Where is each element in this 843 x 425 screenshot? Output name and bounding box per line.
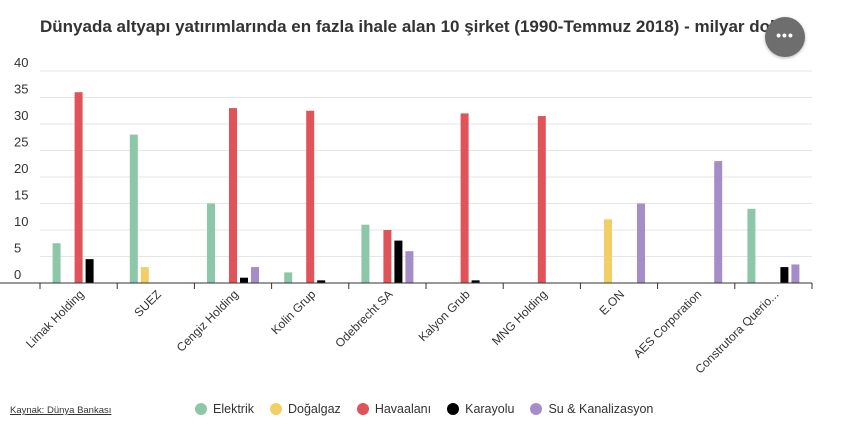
bar [394,240,403,283]
x-tick-label: Odebrecht SA [332,287,395,350]
bar [637,203,645,283]
bar [471,280,480,283]
bar [140,267,149,283]
legend: Elektrik Doğalgaz Havaalanı Karayolu Su & Ka… [195,402,669,416]
y-tick-label: 5 [14,241,21,256]
legend-swatch [356,403,369,415]
y-tick-label: 40 [14,55,28,70]
legend-item[interactable]: Doğalgaz [269,402,341,416]
bar [791,264,800,283]
legend-swatch [447,403,460,415]
source-link[interactable]: Kaynak: Dünya Bankası [10,405,112,416]
bar [85,259,94,283]
ellipsis-icon: ••• [776,27,794,43]
bar [129,134,138,283]
y-tick-label: 30 [14,108,28,123]
bar [74,92,83,283]
bar [780,267,789,283]
x-tick-label: Cengiz Holding [174,287,241,354]
y-tick-label: 35 [14,82,28,97]
x-tick-label: E.ON [596,287,627,318]
x-tick-label: Kolin Grup [268,287,318,337]
x-tick-label: AES Corporation [631,287,705,361]
bar [604,219,612,283]
bar [52,243,61,283]
bar [251,267,259,283]
legend-item[interactable]: Elektrik [195,402,254,416]
legend-label: Elektrik [213,402,254,416]
y-tick-label: 20 [14,161,28,176]
x-tick-label: SUEZ [131,287,164,320]
legend-item[interactable]: Havaalanı [356,402,432,416]
bar [240,277,248,283]
y-tick-label: 0 [14,267,21,282]
legend-label: Su & Kanalizasyon [548,402,654,416]
bar-chart: 0 5 10 15 20 25 30 35 40 Limak Holding SUEZ Cengiz … [0,55,813,376]
bar [537,116,546,283]
y-tick-label: 15 [14,188,28,203]
legend-label: Doğalgaz [287,402,341,416]
legend-swatch [269,403,282,415]
bar [361,224,370,283]
legend-label: Karayolu [465,402,515,416]
bar [383,230,392,283]
legend-item[interactable]: Karayolu [447,402,514,416]
chart-menu-button[interactable]: ••• [765,17,805,57]
legend-item[interactable]: Su & Kanalizasyon [530,402,653,416]
bar [306,110,315,283]
x-tick-label: Kalyon Grub [416,287,473,344]
chart-title: Dünyada altyapı yatırımlarında en fazla … [40,17,785,36]
bar [460,113,469,284]
y-tick-label: 25 [14,135,28,150]
legend-label: Havaalanı [374,402,432,416]
x-tick-label: Construtora Querio... [692,287,781,376]
bar [229,108,237,283]
legend-swatch [195,403,207,415]
bar [207,203,215,283]
bar [405,251,414,283]
bar [317,280,326,283]
bar [747,208,756,283]
legend-swatch [530,403,543,415]
x-tick-label: MNG Holding [489,287,550,348]
x-tick-label: Limak Holding [23,287,87,351]
bar [284,272,293,283]
bar [714,161,723,283]
y-tick-label: 10 [14,214,28,229]
